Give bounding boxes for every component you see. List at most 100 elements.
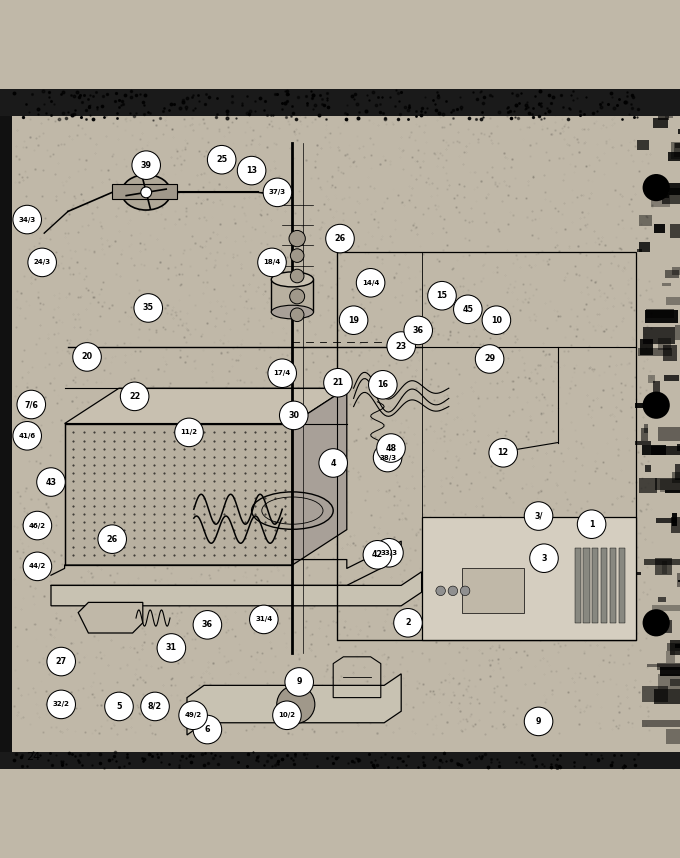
Circle shape (454, 295, 482, 323)
Bar (658, 193, 669, 197)
Text: 29: 29 (484, 354, 495, 364)
Circle shape (363, 541, 392, 569)
Circle shape (175, 418, 203, 447)
Bar (654, 224, 665, 233)
Text: 9: 9 (296, 678, 302, 686)
Text: 41/6: 41/6 (18, 432, 36, 438)
Text: 24/3: 24/3 (33, 259, 51, 265)
Bar (668, 644, 680, 650)
Text: 36: 36 (413, 326, 424, 335)
Circle shape (289, 231, 305, 247)
Circle shape (105, 692, 133, 721)
Text: 45: 45 (462, 305, 473, 314)
Bar (645, 310, 678, 323)
Bar (649, 620, 672, 632)
Bar (666, 651, 675, 662)
Bar (0, 89, 12, 769)
Bar (666, 298, 680, 305)
Bar (665, 108, 673, 118)
Bar (637, 140, 649, 150)
Polygon shape (187, 674, 401, 735)
Bar (647, 664, 680, 667)
Circle shape (273, 701, 301, 729)
Bar (645, 80, 651, 94)
Bar (642, 720, 680, 727)
Circle shape (482, 306, 511, 335)
Bar (643, 97, 658, 110)
Text: 36: 36 (202, 620, 213, 629)
Text: 26: 26 (335, 234, 345, 243)
Bar (675, 143, 680, 148)
Bar (658, 110, 669, 120)
Bar (462, 568, 524, 613)
Text: 39: 39 (141, 160, 152, 170)
Text: 33/3: 33/3 (380, 550, 398, 556)
Bar (670, 640, 680, 655)
Circle shape (258, 248, 286, 276)
Polygon shape (422, 517, 636, 640)
Bar (643, 327, 675, 344)
Bar (663, 345, 677, 361)
Bar (635, 402, 646, 408)
Text: 49/2: 49/2 (184, 712, 202, 718)
Circle shape (375, 539, 403, 567)
Bar (0, 752, 680, 769)
Circle shape (377, 434, 405, 462)
Text: 43: 43 (46, 478, 56, 486)
Text: 14/4: 14/4 (362, 280, 379, 286)
Circle shape (237, 156, 266, 184)
Ellipse shape (271, 272, 313, 287)
Text: 31: 31 (166, 644, 177, 652)
Circle shape (37, 468, 65, 496)
Circle shape (643, 174, 670, 201)
Text: 5: 5 (116, 702, 122, 711)
Bar (670, 224, 680, 239)
Polygon shape (65, 424, 292, 565)
Circle shape (157, 634, 186, 662)
Text: 25: 25 (216, 155, 227, 164)
Circle shape (524, 707, 553, 735)
Text: 21: 21 (333, 378, 343, 387)
Text: 6: 6 (205, 725, 210, 734)
Text: 22: 22 (129, 392, 140, 401)
Circle shape (643, 391, 670, 419)
Circle shape (134, 293, 163, 323)
Circle shape (448, 586, 458, 595)
Bar (660, 667, 680, 676)
Circle shape (207, 146, 236, 174)
Circle shape (13, 205, 41, 234)
Bar (648, 375, 656, 384)
Bar (656, 478, 680, 490)
Text: 34/3: 34/3 (18, 216, 36, 222)
Bar (677, 444, 680, 451)
Bar (641, 444, 666, 455)
Circle shape (73, 342, 101, 372)
Bar (675, 644, 680, 648)
Bar (654, 688, 680, 704)
Circle shape (250, 605, 278, 634)
Circle shape (460, 586, 470, 595)
Circle shape (120, 382, 149, 411)
Circle shape (524, 502, 553, 530)
Bar (672, 513, 677, 526)
Bar (675, 464, 680, 480)
Circle shape (369, 371, 397, 399)
Bar (653, 605, 680, 611)
Text: 38/3: 38/3 (379, 455, 396, 461)
Circle shape (28, 248, 56, 276)
Bar (670, 680, 680, 686)
Bar (673, 267, 680, 275)
Circle shape (290, 249, 304, 263)
Polygon shape (65, 388, 347, 424)
Bar (112, 184, 177, 199)
Text: 19: 19 (348, 316, 359, 324)
Text: 32/2: 32/2 (53, 701, 69, 707)
Circle shape (17, 390, 46, 419)
Text: 37/3: 37/3 (269, 190, 286, 196)
Bar (668, 152, 680, 161)
Circle shape (141, 187, 152, 198)
Circle shape (263, 178, 292, 207)
Text: 16: 16 (377, 380, 388, 390)
Bar (641, 428, 647, 441)
Circle shape (387, 332, 415, 360)
